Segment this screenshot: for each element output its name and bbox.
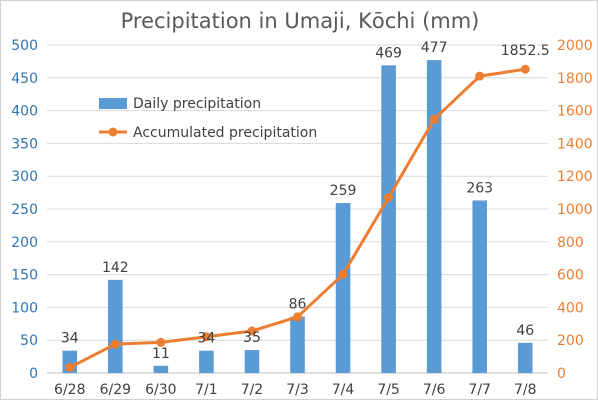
bar xyxy=(199,350,214,373)
line-point xyxy=(338,269,348,279)
right-axis-tick-label: 0 xyxy=(557,366,566,382)
line-point xyxy=(247,326,257,336)
bar xyxy=(153,365,169,373)
right-axis: 0 200 400 600 800 1000 1200 1400 1600 1800 2000 xyxy=(557,38,593,382)
x-axis-tick-label: 7/8 xyxy=(514,382,537,398)
x-axis-tick-label: 7/5 xyxy=(377,382,400,398)
right-axis-tick-label: 400 xyxy=(557,300,584,316)
left-axis: 0 50 100 150 200 250 300 350 400 450 500 xyxy=(11,38,38,382)
bar-data-label: 263 xyxy=(466,180,493,196)
left-axis-tick-label: 500 xyxy=(11,38,38,54)
line-point xyxy=(201,332,211,342)
bar xyxy=(290,316,305,373)
legend-label-daily: Daily precipitation xyxy=(133,96,261,112)
bar-data-label: 34 xyxy=(197,331,215,347)
left-axis-tick-label: 350 xyxy=(11,136,38,152)
bar-data-label: 142 xyxy=(102,260,129,276)
x-axis-tick-label: 6/30 xyxy=(145,382,176,398)
right-axis-tick-label: 1400 xyxy=(557,136,593,152)
left-axis-tick-label: 100 xyxy=(11,300,38,316)
x-axis-tick-label: 6/29 xyxy=(100,382,131,398)
left-axis-tick-label: 200 xyxy=(11,235,38,251)
gridlines xyxy=(47,44,548,341)
line-point xyxy=(384,193,394,203)
right-axis-tick-label: 1600 xyxy=(557,104,593,120)
left-axis-tick-label: 250 xyxy=(11,202,38,218)
line-point xyxy=(429,114,439,124)
bar-data-label: 86 xyxy=(289,297,307,313)
bar-data-label: 469 xyxy=(375,45,402,61)
legend-swatch-daily xyxy=(99,98,127,109)
x-axis-tick-label: 7/3 xyxy=(286,382,309,398)
legend: Daily precipitation Accumulated precipita… xyxy=(99,96,317,141)
bar-data-label: 259 xyxy=(330,183,357,199)
x-axis-tick-label: 7/1 xyxy=(195,382,218,398)
line-point xyxy=(110,339,120,349)
line-point xyxy=(293,312,302,322)
left-axis-tick-label: 450 xyxy=(11,71,38,87)
right-axis-tick-label: 1800 xyxy=(557,71,593,87)
legend-label-accumulated: Accumulated precipitation xyxy=(133,125,317,141)
line-point xyxy=(520,64,530,74)
x-axis-tick-label: 7/2 xyxy=(241,382,264,398)
legend-marker-accumulated xyxy=(108,127,118,137)
bar-data-label: 477 xyxy=(421,40,448,56)
right-axis-tick-label: 2000 xyxy=(557,38,593,54)
left-axis-tick-label: 0 xyxy=(29,366,38,382)
bar xyxy=(244,350,260,373)
right-axis-tick-label: 200 xyxy=(557,333,584,349)
chart-title: Precipitation in Umaji, Kōchi (mm) xyxy=(121,9,480,33)
bar-data-label: 11 xyxy=(152,346,170,362)
left-axis-tick-label: 300 xyxy=(11,169,38,185)
bar xyxy=(517,342,533,373)
x-axis-tick-label: 7/6 xyxy=(423,382,446,398)
right-axis-tick-label: 1000 xyxy=(557,202,593,218)
bar-data-label: 46 xyxy=(516,323,534,339)
x-axis-tick-label: 7/4 xyxy=(332,382,355,398)
left-axis-tick-label: 400 xyxy=(11,104,38,120)
right-axis-tick-label: 600 xyxy=(557,268,584,284)
data-labels: 34 142 11 34 35 86 259 469 477 263 46 1852.5 xyxy=(61,40,550,362)
bar xyxy=(426,60,442,373)
x-axis: 6/28 6/29 6/30 7/1 7/2 7/3 7/4 7/5 7/6 7/7 7/8 xyxy=(47,372,548,398)
bar-data-label: 34 xyxy=(61,331,79,347)
bar xyxy=(472,200,487,373)
right-axis-tick-label: 800 xyxy=(557,235,584,251)
left-axis-tick-label: 150 xyxy=(11,268,38,284)
left-axis-tick-label: 50 xyxy=(20,333,38,349)
bar xyxy=(335,203,351,373)
bar xyxy=(381,65,396,373)
right-axis-tick-label: 1200 xyxy=(557,169,593,185)
bar xyxy=(108,279,123,373)
line-data-label: 1852.5 xyxy=(501,43,550,59)
line-point xyxy=(475,71,485,81)
x-axis-tick-label: 6/28 xyxy=(54,382,85,398)
line-point xyxy=(65,362,75,372)
bar-data-label: 35 xyxy=(243,330,261,346)
x-axis-tick-label: 7/7 xyxy=(468,382,491,398)
line-series xyxy=(65,64,530,372)
line-point xyxy=(156,337,166,347)
